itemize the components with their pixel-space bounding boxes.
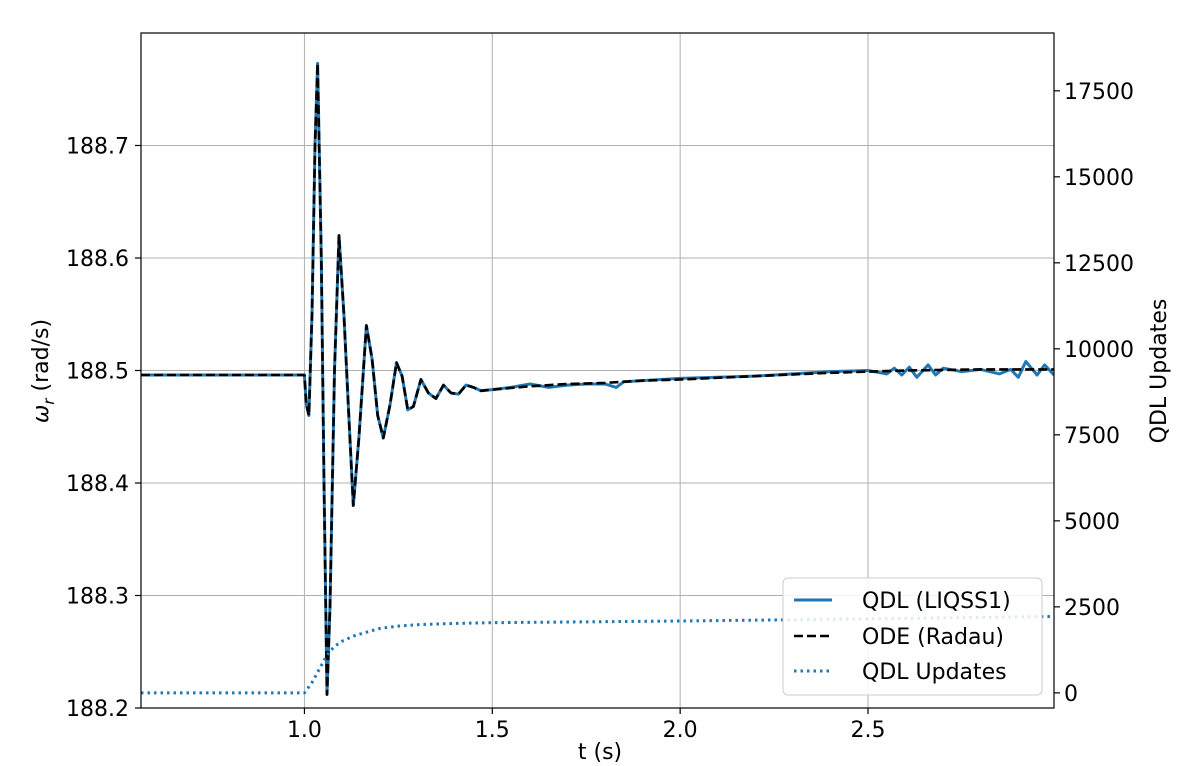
- y2-axis-title: QDL Updates: [1147, 299, 1172, 444]
- legend-label-ode: ODE (Radau): [862, 625, 1004, 650]
- x-tick-label: 1.0: [287, 718, 322, 743]
- grid: [141, 33, 1054, 709]
- y-tick-label: 188.6: [66, 247, 129, 272]
- y2-tick-label: 5000: [1064, 510, 1120, 535]
- x-tick-label: 2.5: [851, 718, 886, 743]
- y-axis-title-symbol: ω: [29, 405, 54, 423]
- y-axis-title-subscript: r: [40, 398, 58, 405]
- y2-tick-label: 7500: [1064, 424, 1120, 449]
- y2-tick-label: 2500: [1064, 596, 1120, 621]
- y-axis-title: ωr (rad/s): [29, 319, 58, 423]
- y2-tick-label: 15000: [1064, 166, 1134, 191]
- ticks: 1.0 1.5 2.0 2.5 188.2 188.3 188.4 188.5 188.6 188…: [66, 80, 1134, 743]
- legend: QDL (LIQSS1) ODE (Radau) QDL Updates: [782, 577, 1043, 696]
- x-tick-label: 1.5: [475, 718, 510, 743]
- y2-tick-label: 0: [1064, 682, 1078, 707]
- x-axis-title: t (s): [578, 740, 622, 765]
- legend-label-qdl: QDL (LIQSS1): [862, 589, 1011, 614]
- y-tick-label: 188.5: [66, 360, 129, 385]
- x-tick-label: 2.0: [663, 718, 698, 743]
- y-tick-label: 188.4: [66, 472, 129, 497]
- legend-label-updates: QDL Updates: [862, 660, 1007, 685]
- qdl-updates-line: [141, 615, 1054, 695]
- y2-tick-label: 17500: [1064, 80, 1134, 105]
- legend-box: [782, 577, 1043, 696]
- y-axis-title-unit: (rad/s): [29, 319, 54, 399]
- y-tick-label: 188.2: [66, 697, 129, 722]
- ode-radau-line: [141, 62, 1054, 696]
- y-tick-label: 188.3: [66, 585, 129, 610]
- y-tick-label: 188.7: [66, 135, 129, 160]
- y2-tick-label: 12500: [1064, 252, 1134, 277]
- series-layer: [141, 61, 1054, 696]
- y2-tick-label: 10000: [1064, 338, 1134, 363]
